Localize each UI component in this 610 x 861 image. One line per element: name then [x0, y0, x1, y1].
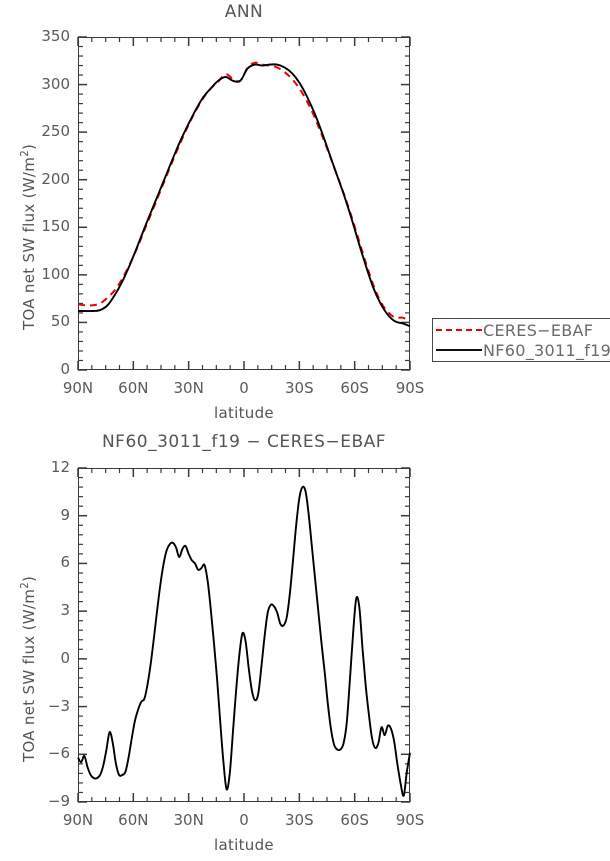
xtick-label: 90N — [62, 379, 94, 397]
ytick-label: −3 — [47, 696, 70, 715]
legend-line-dashed-icon — [436, 329, 482, 331]
legend-label-nf60: NF60_3011_f19 — [483, 340, 610, 360]
xtick-label: 60N — [118, 379, 149, 397]
bottom-panel-xlabel: latitude — [214, 836, 274, 854]
ytick-label: 3 — [60, 601, 70, 620]
xtick-label: 0 — [239, 811, 249, 829]
xtick-label: 0 — [239, 379, 249, 397]
ytick-label: 0 — [60, 360, 70, 378]
ytick-label: 250 — [41, 122, 70, 141]
xtick-label: 30S — [285, 379, 314, 397]
top-panel-title: ANN — [224, 2, 264, 22]
legend-entry-ceres-ebaf[interactable]: CERES−EBAF — [436, 320, 593, 340]
bottom-panel-title: NF60_3011_f19 − CERES−EBAF — [101, 432, 387, 452]
ytick-label: 100 — [41, 264, 70, 283]
ytick-label: 300 — [41, 74, 70, 93]
ytick-label: 9 — [60, 505, 70, 524]
legend-entry-nf60[interactable]: NF60_3011_f19 — [436, 340, 610, 360]
xtick-label: 30N — [173, 811, 204, 829]
xtick-label: 60N — [118, 811, 149, 829]
xtick-label: 90S — [395, 811, 425, 829]
top-panel-xlabel: latitude — [214, 404, 274, 422]
xtick-label: 60S — [340, 379, 369, 397]
legend-label-ceres-ebaf: CERES−EBAF — [483, 320, 594, 340]
series-line — [77, 485, 411, 797]
top-panel-canvas — [77, 36, 411, 371]
ytick-label: −9 — [47, 792, 70, 810]
xtick-label: 90S — [395, 379, 425, 397]
ytick-label: 6 — [60, 553, 70, 572]
ytick-label: 0 — [60, 648, 70, 667]
xtick-label: 30S — [285, 811, 314, 829]
ytick-label: −6 — [47, 744, 70, 763]
series-line — [77, 63, 411, 328]
ytick-label: 12 — [50, 458, 70, 476]
ytick-label: 350 — [41, 27, 70, 45]
legend: CERES−EBAF NF60_3011_f19 — [432, 318, 610, 362]
ytick-label: 200 — [41, 169, 70, 188]
ytick-label: 150 — [41, 217, 70, 236]
legend-line-solid-icon — [436, 349, 482, 351]
xtick-label: 90N — [62, 811, 94, 829]
ytick-label: 50 — [50, 312, 70, 331]
xtick-label: 30N — [173, 379, 204, 397]
xtick-label: 60S — [340, 811, 369, 829]
